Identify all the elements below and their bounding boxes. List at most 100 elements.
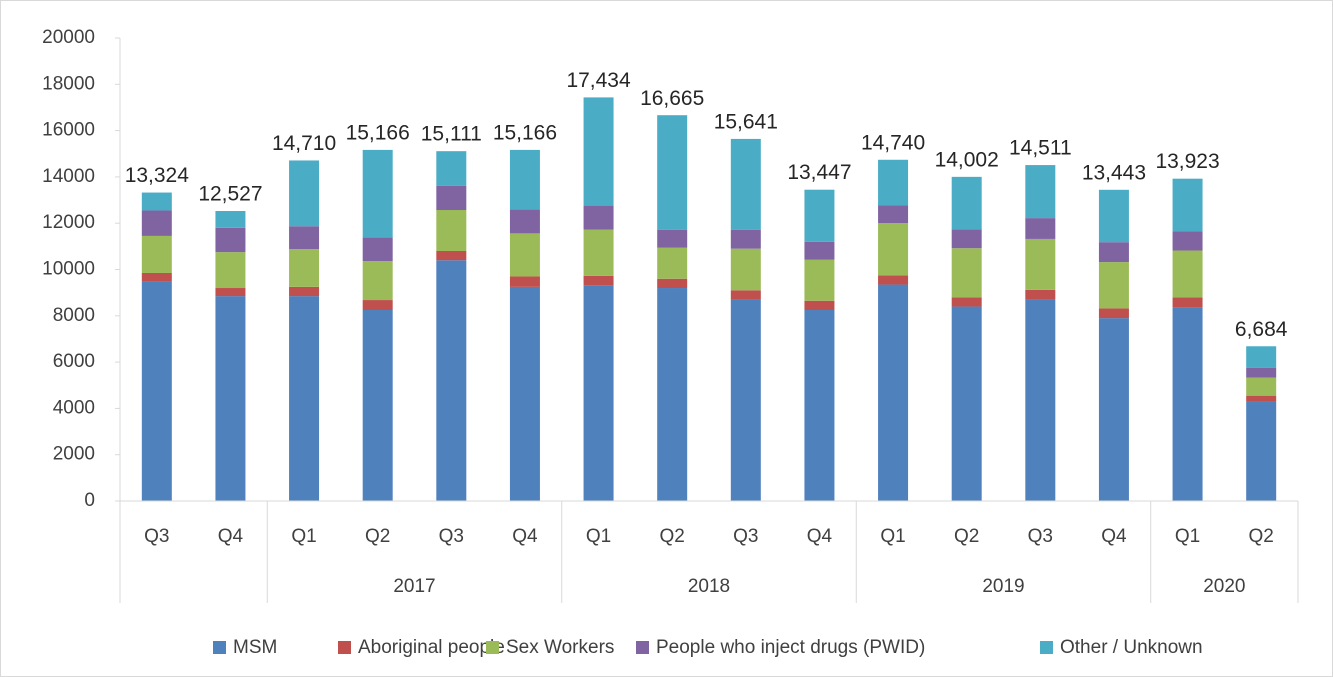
total-label: 15,166: [346, 121, 410, 144]
x-tick-label: Q1: [291, 526, 316, 547]
total-label: 16,665: [640, 87, 704, 110]
year-label: 2020: [1203, 576, 1245, 597]
x-tick-label: Q2: [660, 526, 685, 547]
legend-label: Other / Unknown: [1060, 637, 1203, 658]
bar-segment: [509, 233, 540, 277]
total-label: 13,447: [787, 161, 851, 184]
bar-segment: [215, 288, 246, 297]
bar-segment: [1246, 346, 1277, 368]
y-tick-label: 18000: [42, 73, 95, 94]
bar-segment: [141, 192, 172, 211]
bar-segment: [1025, 165, 1056, 219]
y-tick-label: 16000: [42, 120, 95, 141]
year-label: 2017: [393, 576, 435, 597]
legend-swatch: [213, 641, 226, 654]
total-label: 15,641: [714, 110, 778, 133]
bar-segment: [583, 285, 614, 501]
legend-label: MSM: [233, 637, 277, 658]
bar-segment: [1246, 401, 1277, 501]
x-tick-label: Q3: [1028, 526, 1053, 547]
bar-segment: [509, 149, 540, 210]
bar-segment: [1246, 395, 1277, 402]
bar-segment: [1098, 308, 1129, 319]
bar-segment: [436, 151, 467, 186]
bar-segment: [215, 227, 246, 253]
bar-segment: [878, 223, 909, 276]
bar-segment: [436, 210, 467, 251]
bar-segment: [804, 300, 835, 311]
bar-segment: [289, 249, 320, 287]
bar-segment: [583, 229, 614, 276]
bar-segment: [1172, 297, 1203, 308]
y-tick-label: 4000: [53, 397, 95, 418]
x-tick-label: Q3: [439, 526, 464, 547]
total-label: 14,710: [272, 132, 336, 155]
bar-segment: [1025, 299, 1056, 501]
bar-segment: [141, 235, 172, 273]
bar-segment: [1098, 242, 1129, 263]
bar-segment: [1098, 189, 1129, 243]
y-tick-label: 0: [84, 490, 95, 511]
legend-label: People who inject drugs (PWID): [656, 637, 925, 658]
total-label: 15,166: [493, 121, 557, 144]
bar-segment: [1025, 289, 1056, 300]
year-label: 2018: [688, 576, 730, 597]
x-tick-label: Q2: [954, 526, 979, 547]
bar-segment: [509, 286, 540, 501]
bar-segment: [730, 229, 761, 249]
bar-segment: [436, 250, 467, 261]
y-tick-label: 12000: [42, 212, 95, 233]
bar-segment: [289, 286, 320, 297]
bar-segment: [951, 176, 982, 230]
x-tick-label: Q4: [512, 526, 538, 547]
bar-segment: [1172, 178, 1203, 232]
legend-swatch: [1040, 641, 1053, 654]
bar-segment: [215, 210, 246, 228]
bar-segment: [1025, 218, 1056, 239]
bar-segment: [362, 149, 393, 238]
bar-segment: [657, 229, 688, 248]
bar-segment: [215, 252, 246, 289]
x-tick-label: Q4: [807, 526, 833, 547]
bar-segment: [1246, 367, 1277, 378]
legend-label: Sex Workers: [506, 637, 614, 658]
bar-segment: [1172, 307, 1203, 501]
x-tick-label: Q1: [586, 526, 611, 547]
total-label: 14,740: [861, 131, 925, 154]
bar-segment: [583, 205, 614, 230]
total-label: 14,002: [935, 148, 999, 171]
bar-segment: [1025, 238, 1056, 290]
bar-segment: [730, 299, 761, 501]
legend-label: Aboriginal people: [358, 637, 505, 658]
bar-segment: [583, 275, 614, 286]
total-label: 17,434: [566, 69, 631, 92]
legend-swatch: [636, 641, 649, 654]
bar-segment: [951, 306, 982, 501]
bar-segment: [362, 300, 393, 311]
bar-segment: [657, 288, 688, 501]
bar-segment: [141, 272, 172, 282]
bar-segment: [878, 159, 909, 206]
total-label: 13,443: [1082, 161, 1146, 184]
bar-segment: [509, 276, 540, 287]
bar-segment: [804, 241, 835, 260]
bar-segment: [141, 281, 172, 501]
bar-segment: [1172, 250, 1203, 298]
bar-segment: [730, 290, 761, 300]
bar-segment: [289, 296, 320, 501]
bar-segment: [878, 284, 909, 501]
bar-segment: [141, 210, 172, 236]
bar-segment: [951, 248, 982, 298]
bar-segment: [657, 278, 688, 289]
y-tick-label: 20000: [42, 27, 95, 48]
y-tick-label: 2000: [53, 444, 95, 465]
total-label: 15,111: [421, 123, 482, 146]
bar-segment: [878, 275, 909, 285]
total-label: 14,511: [1009, 137, 1072, 160]
y-tick-label: 14000: [42, 166, 95, 187]
x-tick-label: Q2: [1249, 526, 1274, 547]
bar-segment: [657, 115, 688, 230]
bar-segment: [730, 138, 761, 230]
bar-segment: [878, 205, 909, 224]
bar-segment: [362, 237, 393, 262]
